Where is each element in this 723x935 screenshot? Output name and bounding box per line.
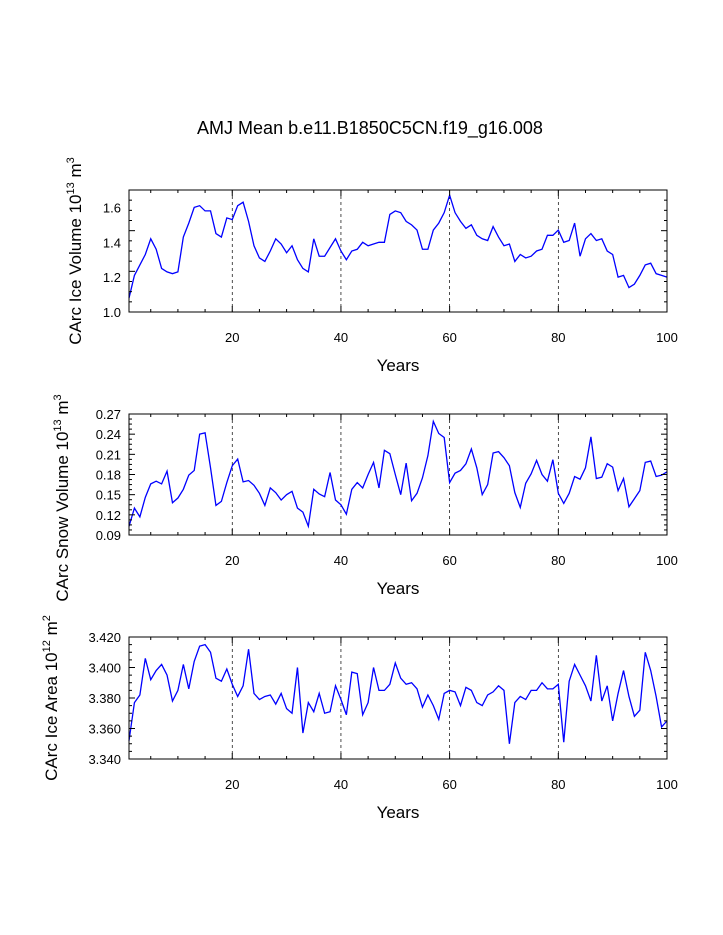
- x-tick-label-snow-volume: 100: [656, 553, 678, 568]
- panel-ice-volume: CArc Ice Volume 1013 m3 Years 20 40 60 80 10…: [65, 157, 678, 375]
- x-tick-label-snow-volume: 60: [442, 553, 456, 568]
- x-tick-label-ice-area: 80: [551, 777, 565, 792]
- y-axis-label-ice-area: CArc Ice Area 1012 m2: [41, 615, 61, 781]
- x-tick-label-ice-volume: 100: [656, 330, 678, 345]
- y-tick-label-snow-volume: 0.15: [96, 488, 121, 503]
- series-line-snow-volume: [128, 419, 668, 529]
- y-tick-label-ice-volume: 1.6: [103, 200, 121, 215]
- y-tick-label-snow-volume: 0.27: [96, 407, 121, 422]
- y-tick-label-snow-volume: 0.21: [96, 447, 121, 462]
- x-tick-label-ice-area: 100: [656, 777, 678, 792]
- x-tick-label-ice-area: 60: [442, 777, 456, 792]
- y-tick-label-snow-volume: 0.24: [96, 427, 121, 442]
- panel-ice-area: CArc Ice Area 1012 m2 Years 20 40 60 80 100 3…: [41, 615, 678, 822]
- figure-title: AMJ Mean b.e11.B1850C5CN.f19_g16.008: [197, 118, 543, 139]
- series-line-ice-area: [128, 643, 668, 744]
- x-tick-label-ice-volume: 80: [551, 330, 565, 345]
- y-tick-label-ice-area: 3.420: [88, 630, 121, 645]
- y-tick-label-ice-volume: 1.2: [103, 270, 121, 285]
- x-tick-label-ice-volume: 40: [334, 330, 348, 345]
- y-tick-label-snow-volume: 0.18: [96, 468, 121, 483]
- plot-frame-ice-volume: [128, 189, 668, 313]
- x-tick-label-ice-volume: 60: [442, 330, 456, 345]
- y-tick-label-snow-volume: 0.09: [96, 528, 121, 543]
- x-tick-label-snow-volume: 80: [551, 553, 565, 568]
- y-tick-label-ice-volume: 1.0: [103, 305, 121, 320]
- y-tick-label-ice-volume: 1.4: [103, 235, 121, 250]
- series-line-ice-volume: [128, 193, 668, 299]
- y-tick-label-snow-volume: 0.12: [96, 508, 121, 523]
- x-tick-label-ice-volume: 20: [225, 330, 239, 345]
- plot-frame-snow-volume: [128, 413, 668, 536]
- y-axis-label-ice-volume: CArc Ice Volume 1013 m3: [65, 157, 85, 345]
- x-tick-label-ice-area: 40: [334, 777, 348, 792]
- y-tick-label-ice-area: 3.380: [88, 691, 121, 706]
- x-tick-label-snow-volume: 20: [225, 553, 239, 568]
- x-tick-label-snow-volume: 40: [334, 553, 348, 568]
- x-axis-label-ice-volume: Years: [377, 356, 420, 375]
- y-tick-label-ice-area: 3.340: [88, 752, 121, 767]
- x-axis-label-ice-area: Years: [377, 803, 420, 822]
- y-tick-label-ice-area: 3.360: [88, 722, 121, 737]
- plot-frame-ice-area: [128, 636, 668, 760]
- y-axis-label-snow-volume: CArc Snow Volume 1013 m3: [52, 394, 72, 601]
- x-axis-label-snow-volume: Years: [377, 579, 420, 598]
- panel-snow-volume: CArc Snow Volume 1013 m3 Years 20 40 60 80 1…: [52, 394, 678, 601]
- x-tick-label-ice-area: 20: [225, 777, 239, 792]
- y-tick-label-ice-area: 3.400: [88, 661, 121, 676]
